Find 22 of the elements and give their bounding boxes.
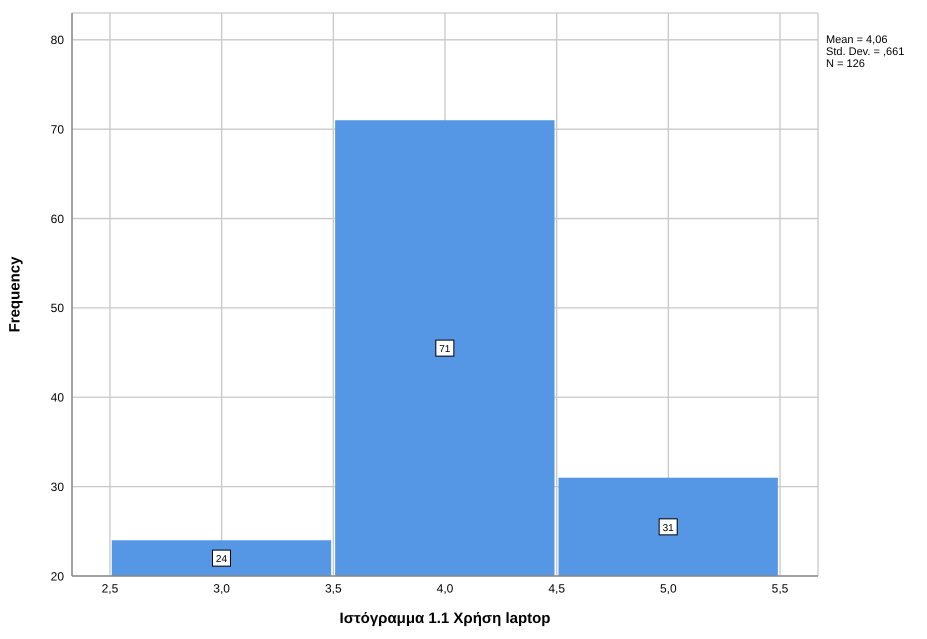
y-axis-title: Frequency — [6, 256, 24, 332]
x-tick-label: 5,0 — [660, 582, 678, 596]
x-tick-label: 4,0 — [436, 582, 454, 596]
text: N = 126 — [826, 58, 866, 70]
y-tick-label: 50 — [50, 301, 64, 316]
y-tick-label: 60 — [50, 212, 64, 226]
y-tick-label: 80 — [50, 33, 64, 48]
data-label: 24 — [216, 554, 228, 566]
x-tick-label: 5,5 — [772, 582, 789, 596]
data-label: 31 — [662, 522, 674, 534]
y-tick-label: 30 — [50, 480, 64, 494]
text: Std. Dev. = ,661 — [826, 46, 904, 58]
y-tick-label: 70 — [50, 122, 64, 136]
x-tick-label: 3,5 — [324, 582, 342, 596]
y-tick-label: 20 — [50, 569, 64, 584]
x-tick-label: 2,5 — [102, 582, 119, 596]
text: Mean = 4,06 — [826, 34, 888, 46]
x-tick-label: 4,5 — [548, 582, 566, 596]
data-label: 71 — [439, 344, 451, 356]
x-axis-title: Ιστόγραμμα 1.1 Χρήση laptop — [340, 610, 550, 627]
x-tick-label: 3,0 — [213, 582, 230, 596]
y-tick-label: 40 — [50, 390, 64, 405]
